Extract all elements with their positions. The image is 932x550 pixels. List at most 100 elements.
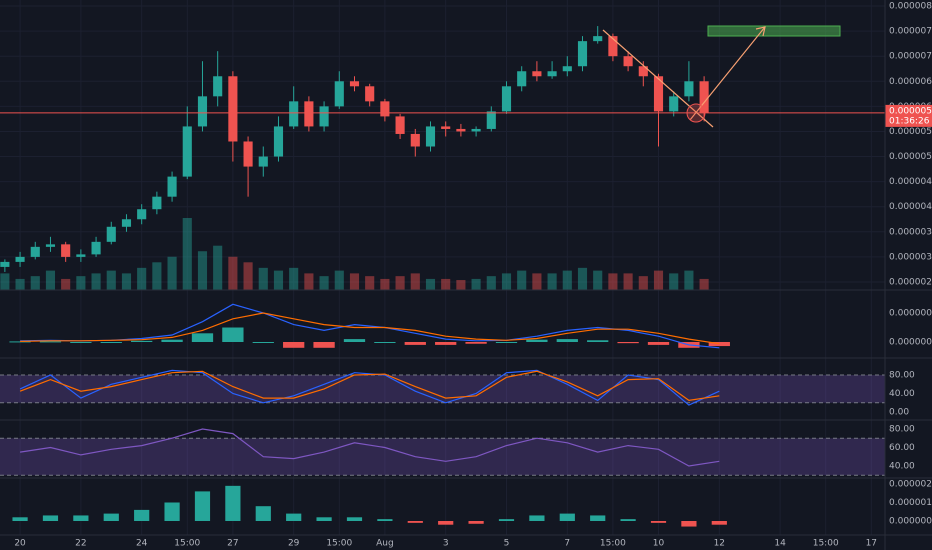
volume-bar	[106, 270, 116, 290]
x-tick-label: 27	[227, 539, 238, 549]
y-tick-label: 0.00000000	[889, 516, 932, 526]
candle-body	[197, 96, 208, 127]
y-tick-label: 0.00000350	[889, 227, 932, 237]
volume-bar	[653, 270, 664, 290]
histogram-bar	[346, 517, 363, 521]
candle-body	[319, 106, 329, 127]
indicator-line	[20, 312, 720, 345]
last-price-label: 0.00000587	[889, 106, 932, 116]
x-tick-label: Aug	[376, 539, 394, 549]
volume-bar	[699, 278, 709, 290]
candle-body	[577, 41, 588, 67]
x-tick-label: 20	[14, 539, 26, 549]
volume-bar	[577, 267, 588, 290]
x-tick-label: 5	[504, 539, 510, 549]
candle-body	[121, 219, 132, 227]
volume-bar	[334, 270, 344, 290]
volume-bar	[121, 273, 132, 290]
candle-body	[289, 101, 299, 127]
candle-body	[425, 126, 436, 147]
volume-bar	[593, 270, 603, 290]
volume-bar	[61, 278, 71, 290]
candle-body	[547, 71, 557, 77]
histogram-bar	[252, 342, 274, 343]
histogram-bar	[100, 342, 122, 343]
histogram-bar	[9, 341, 31, 343]
indicator-line	[19, 370, 720, 402]
trend-line[interactable]	[602, 29, 714, 128]
y-tick-label: 80.00	[889, 424, 915, 434]
histogram-bar	[681, 520, 697, 527]
x-tick-label: 15:00	[813, 539, 839, 549]
candle-body	[562, 66, 572, 72]
candle-body	[608, 36, 618, 57]
volume-bar	[197, 251, 208, 290]
candle-body	[334, 81, 344, 107]
candle-body	[486, 111, 496, 129]
histogram-bar	[283, 342, 305, 348]
y-tick-label: 0.00000500	[889, 152, 932, 162]
x-tick-label: 29	[288, 539, 300, 549]
volume-bar	[532, 273, 542, 290]
histogram-bar	[225, 485, 241, 521]
indicator-line	[20, 428, 720, 467]
indicator-band	[0, 375, 885, 403]
histogram-bar	[313, 342, 335, 348]
volume-bar	[0, 273, 10, 290]
x-tick-label: 17	[866, 539, 877, 549]
histogram-bar	[70, 342, 92, 343]
y-tick-label: 0.00000200	[889, 479, 932, 489]
candle-body	[517, 71, 527, 87]
histogram-bar	[650, 520, 667, 523]
volume-bar	[91, 273, 101, 290]
candle-body	[638, 66, 648, 77]
histogram-bar	[343, 339, 366, 342]
histogram-bar	[39, 341, 62, 343]
y-tick-label: 0.00	[889, 408, 909, 418]
candle-body	[182, 126, 192, 177]
y-tick-label: 0.00000550	[889, 127, 932, 137]
y-tick-label: 0.00000750	[889, 27, 932, 37]
x-tick-label: 7	[564, 539, 570, 549]
indicator-line	[19, 369, 720, 406]
histogram-bar	[316, 517, 332, 521]
histogram-bar	[374, 342, 396, 343]
volume-bar	[319, 276, 329, 290]
volume-bar	[182, 218, 192, 290]
countdown-label: 01:36:26	[889, 116, 930, 126]
histogram-bar	[620, 519, 636, 521]
histogram-bar	[498, 519, 515, 521]
x-tick-label: 12	[714, 539, 725, 549]
volume-bar	[15, 278, 25, 290]
histogram-bar	[164, 502, 180, 521]
y-tick-label: 0.00000400	[889, 202, 932, 212]
candle-body	[273, 126, 284, 157]
candle-body	[456, 128, 466, 132]
volume-bar	[684, 270, 694, 290]
volume-bar	[30, 276, 40, 290]
candle-body	[380, 101, 390, 117]
candle-body	[304, 101, 314, 127]
candle-body	[167, 176, 177, 197]
y-tick-label: 0.00000700	[889, 52, 932, 62]
x-tick-label: 22	[75, 539, 86, 549]
volume-bar	[562, 270, 572, 290]
target-box[interactable]	[707, 25, 841, 37]
histogram-bar	[711, 520, 727, 525]
marker-circle[interactable]	[686, 103, 706, 123]
volume-bar	[441, 278, 451, 290]
volume-bar	[243, 262, 253, 290]
histogram-bar	[438, 520, 454, 525]
histogram-bar	[194, 491, 211, 521]
histogram-bar	[435, 342, 457, 345]
histogram-bar	[131, 340, 153, 342]
volume-bar	[137, 267, 147, 290]
x-tick-label: 24	[136, 539, 148, 549]
histogram-bar	[134, 509, 150, 521]
volume-bar	[258, 267, 268, 290]
histogram-bar	[255, 506, 271, 521]
histogram-bar	[468, 520, 484, 524]
projection-arrow[interactable]	[689, 26, 766, 121]
x-tick-label: 14	[774, 539, 786, 549]
candle-body	[623, 56, 633, 67]
